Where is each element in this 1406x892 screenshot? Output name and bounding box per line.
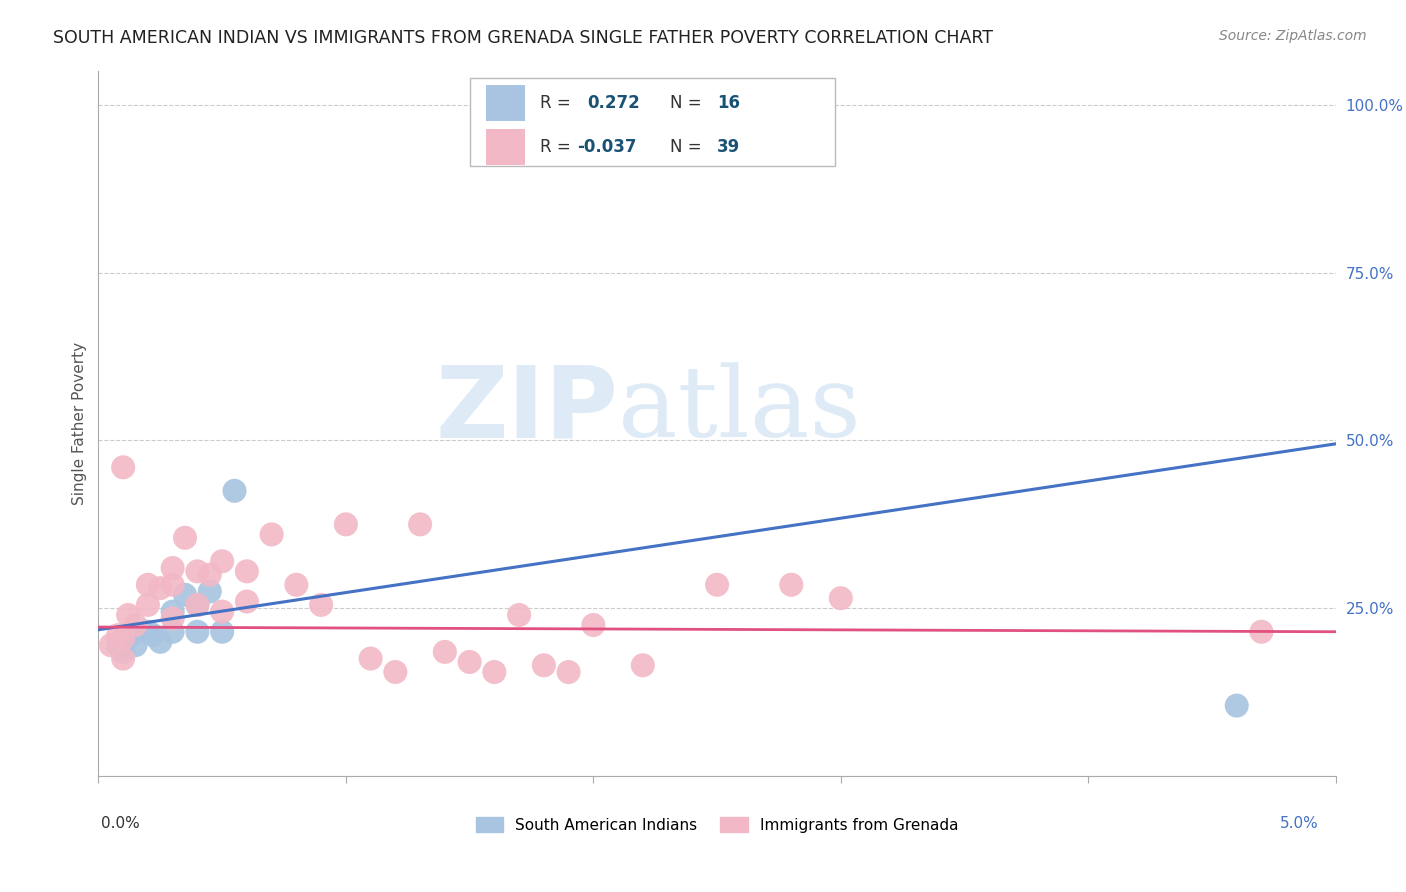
FancyBboxPatch shape	[485, 86, 526, 120]
Point	[508, 607, 530, 622]
Point	[107, 638, 129, 652]
Point	[149, 635, 172, 649]
Point	[198, 584, 221, 599]
Point	[174, 588, 197, 602]
Point	[211, 605, 233, 619]
Point	[533, 658, 555, 673]
Point	[384, 665, 406, 679]
Point	[211, 624, 233, 639]
Point	[149, 581, 172, 595]
Point	[458, 655, 481, 669]
Point	[174, 531, 197, 545]
Point	[107, 628, 129, 642]
Point	[186, 565, 208, 579]
Text: SOUTH AMERICAN INDIAN VS IMMIGRANTS FROM GRENADA SINGLE FATHER POVERTY CORRELATI: SOUTH AMERICAN INDIAN VS IMMIGRANTS FROM…	[53, 29, 994, 46]
Point	[112, 651, 135, 665]
Point	[124, 618, 146, 632]
Point	[124, 638, 146, 652]
Point	[112, 632, 135, 646]
Point	[136, 598, 159, 612]
Point	[162, 624, 184, 639]
Point	[162, 561, 184, 575]
Point	[136, 578, 159, 592]
Point	[224, 483, 246, 498]
Point	[706, 578, 728, 592]
Point	[186, 598, 208, 612]
Text: 39: 39	[717, 138, 741, 156]
Text: N =: N =	[671, 94, 707, 112]
Point	[309, 598, 332, 612]
Point	[1226, 698, 1249, 713]
Point	[433, 645, 456, 659]
Point	[186, 624, 208, 639]
Y-axis label: Single Father Poverty: Single Father Poverty	[72, 343, 87, 505]
Point	[186, 598, 208, 612]
Point	[631, 658, 654, 673]
Text: R =: R =	[540, 94, 576, 112]
Legend: South American Indians, Immigrants from Grenada: South American Indians, Immigrants from …	[470, 811, 965, 838]
Point	[211, 554, 233, 568]
Text: 0.272: 0.272	[588, 94, 640, 112]
Text: 5.0%: 5.0%	[1279, 816, 1319, 830]
Point	[409, 517, 432, 532]
Point	[236, 594, 259, 608]
Text: 16: 16	[717, 94, 740, 112]
Point	[162, 611, 184, 625]
Point	[198, 567, 221, 582]
FancyBboxPatch shape	[485, 129, 526, 165]
Point	[142, 628, 165, 642]
Point	[830, 591, 852, 606]
Text: atlas: atlas	[619, 362, 860, 458]
Text: Source: ZipAtlas.com: Source: ZipAtlas.com	[1219, 29, 1367, 43]
Point	[780, 578, 803, 592]
Point	[557, 665, 579, 679]
Point	[236, 565, 259, 579]
Point	[117, 607, 139, 622]
Text: N =: N =	[671, 138, 707, 156]
Point	[112, 460, 135, 475]
Point	[120, 628, 142, 642]
Point	[1250, 624, 1272, 639]
Text: 0.0%: 0.0%	[101, 816, 141, 830]
Point	[112, 645, 135, 659]
Point	[360, 651, 382, 665]
Point	[136, 624, 159, 639]
FancyBboxPatch shape	[470, 78, 835, 167]
Point	[162, 578, 184, 592]
Text: R =: R =	[540, 138, 576, 156]
Point	[162, 605, 184, 619]
Point	[335, 517, 357, 532]
Point	[484, 665, 506, 679]
Point	[285, 578, 308, 592]
Text: ZIP: ZIP	[436, 361, 619, 458]
Point	[260, 527, 283, 541]
Point	[582, 618, 605, 632]
Point	[100, 638, 122, 652]
Text: -0.037: -0.037	[578, 138, 637, 156]
